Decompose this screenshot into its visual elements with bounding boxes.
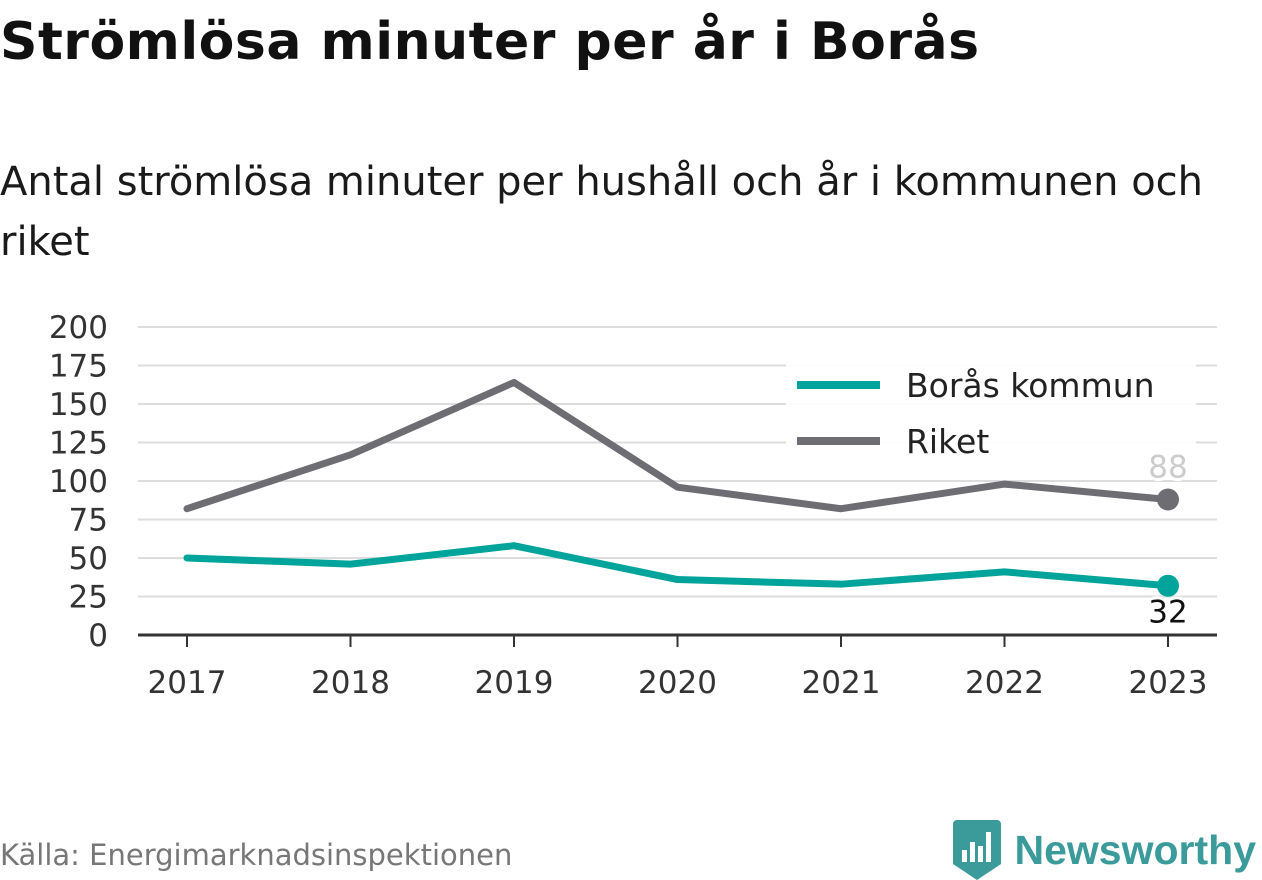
x-tick-label: 2018: [311, 665, 390, 701]
end-labels: 32 88: [1145, 446, 1190, 633]
bar-chart-logo-icon: [952, 820, 1001, 880]
x-tick-label: 2019: [475, 665, 554, 701]
legend-label: Borås kommun: [906, 366, 1155, 405]
x-tick-label: 2017: [148, 665, 227, 701]
y-tick-label: 200: [49, 310, 108, 346]
end-point-marker: [1157, 488, 1179, 511]
legend-label: Riket: [906, 422, 989, 461]
y-tick-label: 100: [49, 464, 108, 500]
end-label-boras: 32: [1148, 595, 1187, 631]
end-label-riket: 88: [1148, 449, 1187, 485]
y-tick-label: 175: [49, 349, 108, 385]
series-line-riket: [183, 378, 1172, 513]
series-lines: [183, 378, 1179, 597]
series-line-boras: [183, 542, 1172, 590]
x-tick-label: 2021: [802, 665, 881, 701]
y-tick-label: 25: [69, 580, 108, 616]
x-tick-label: 2022: [965, 665, 1044, 701]
y-tick-label: 150: [49, 387, 108, 423]
y-tick-label: 50: [69, 541, 108, 577]
y-tick-label: 75: [69, 503, 108, 539]
brand-logo: Newsworthy: [952, 820, 1257, 880]
end-point-marker: [1157, 574, 1179, 597]
x-axis: 2017 2018 2019 2020 2021 2022 2023: [138, 633, 1217, 701]
source-note: Källa: Energimarknadsinspektionen: [0, 838, 513, 872]
y-tick-label: 125: [49, 426, 108, 462]
chart-subtitle: Antal strömlösa minuter per hushåll och …: [0, 159, 1204, 265]
grid-lines: [138, 326, 1217, 598]
legend-background: [786, 358, 1196, 476]
chart-title: Strömlösa minuter per år i Borås: [0, 12, 980, 72]
x-tick-label: 2020: [638, 665, 717, 701]
brand-name: Newsworthy: [1014, 826, 1257, 873]
x-tick-label: 2023: [1129, 665, 1208, 701]
legend: Borås kommun Riket: [786, 358, 1196, 476]
y-tick-label: 0: [88, 618, 108, 654]
